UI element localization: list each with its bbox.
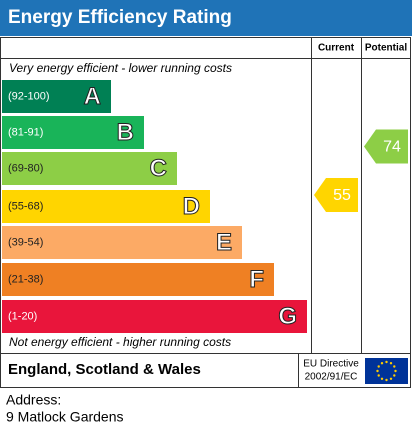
band-bar (2, 263, 274, 296)
band-letter: G (278, 303, 297, 330)
star (376, 369, 379, 373)
band-letter: A (84, 83, 101, 110)
band-bar (2, 190, 210, 223)
top-note: Very energy efficient - lower running co… (9, 61, 232, 75)
address-label: Address: (6, 392, 61, 408)
directive: EU Directive (303, 359, 359, 370)
column-header: Potential (365, 43, 407, 54)
band-bar (2, 226, 242, 259)
band-bar (2, 152, 177, 185)
band-letter: E (216, 229, 232, 256)
eu-flag (365, 358, 408, 384)
band-range: (21-38) (8, 273, 43, 285)
band-letter: D (183, 193, 200, 220)
header-bar (0, 0, 412, 36)
band-range: (55-68) (8, 200, 43, 212)
band-letter: C (150, 155, 167, 182)
band-range: (1-20) (8, 310, 37, 322)
star (385, 378, 388, 382)
title: Energy Efficiency Rating (8, 7, 232, 28)
star (380, 362, 384, 365)
band-bar (2, 80, 111, 113)
band-bar (2, 300, 307, 333)
star (385, 360, 388, 364)
band-range: (81-91) (8, 126, 43, 138)
band-letter: B (117, 119, 134, 146)
star (393, 374, 396, 377)
rating-value: 74 (383, 139, 401, 156)
band-letter: F (249, 266, 264, 293)
star (394, 369, 397, 373)
region: England, Scotland & Wales (8, 361, 201, 378)
band-range: (39-54) (8, 236, 43, 248)
band-range: (92-100) (8, 90, 50, 102)
rating-arrow (364, 129, 408, 164)
star (389, 362, 393, 365)
band-range: (69-80) (8, 162, 43, 174)
rating-value: 55 (333, 187, 351, 204)
star (377, 365, 380, 368)
star (389, 377, 393, 380)
rating-arrow (314, 178, 358, 212)
address-line: 9 Matlock Gardens (6, 409, 124, 425)
frame (0, 37, 411, 388)
directive: 2002/91/EC (305, 372, 358, 383)
band-bar (2, 116, 144, 149)
star (380, 377, 384, 380)
bottom-note: Not energy efficient - higher running co… (9, 335, 231, 349)
column-header: Current (318, 43, 355, 54)
star (377, 374, 380, 377)
star (393, 365, 396, 368)
